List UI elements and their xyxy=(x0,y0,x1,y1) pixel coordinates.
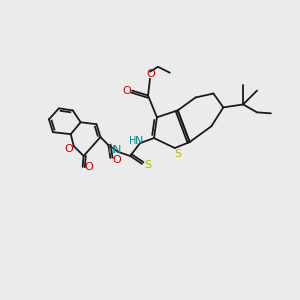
Text: H: H xyxy=(130,136,137,146)
Text: O: O xyxy=(147,69,155,79)
Text: O: O xyxy=(64,144,73,154)
Text: S: S xyxy=(174,149,181,159)
Text: O: O xyxy=(112,155,121,165)
Text: N: N xyxy=(113,145,122,155)
Text: S: S xyxy=(145,160,152,170)
Text: O: O xyxy=(123,85,132,96)
Text: N: N xyxy=(135,136,143,146)
Text: H: H xyxy=(108,145,115,155)
Text: O: O xyxy=(84,162,93,172)
